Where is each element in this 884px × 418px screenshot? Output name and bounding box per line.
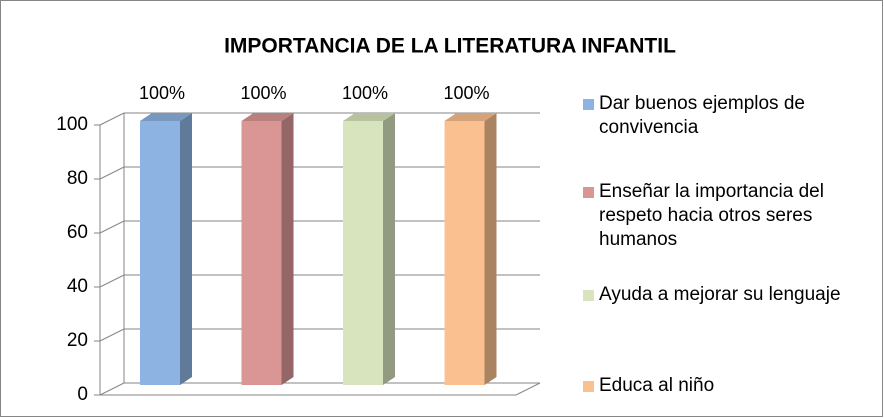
legend-swatch [583,290,594,301]
legend-item: Ayuda a mejorar su lenguaje [583,283,884,307]
bar-top [343,113,395,121]
bar-top [444,113,497,121]
legend-label: Educa al niño [599,375,715,396]
legend-swatch [583,99,594,110]
bar-top [140,113,192,121]
grid-line [99,112,125,126]
bar-top [241,113,294,121]
y-tick-label: 40 [67,276,88,297]
legend-swatch [583,187,594,198]
legend-swatch [583,381,594,392]
bar [444,121,485,385]
bar [140,121,180,385]
legend-label: Enseñar la importancia del respeto hacia… [599,181,824,250]
data-label: 100% [342,83,388,103]
bar-side [281,113,294,385]
legend-item: Enseñar la importancia del respeto hacia… [583,180,884,252]
y-tick-label: 20 [67,330,88,351]
grid-line [99,274,125,288]
data-label: 100% [139,83,185,103]
y-tick-label: 80 [67,168,88,189]
bar [343,121,383,385]
legend-label: Dar buenos ejemplos de convivencia [599,93,805,138]
grid-line [99,328,125,342]
grid-line [99,166,125,180]
bar-side [484,113,497,385]
legend-item: Dar buenos ejemplos de convivencia [583,92,884,140]
grid-line [99,220,125,234]
grid-line [99,382,125,396]
bar-side [180,113,192,385]
y-tick-label: 60 [67,222,88,243]
legend-item: Educa al niño [583,374,884,398]
data-label: 100% [240,83,286,103]
bar [241,121,282,385]
floor [100,382,541,396]
data-label: 100% [443,83,489,103]
y-tick-label: 0 [77,384,88,405]
y-tick-label: 100 [56,114,88,135]
chart-title: IMPORTANCIA DE LA LITERATURA INFANTIL [224,35,676,58]
legend-label: Ayuda a mejorar su lenguaje [599,284,841,305]
bar-side [383,113,395,385]
